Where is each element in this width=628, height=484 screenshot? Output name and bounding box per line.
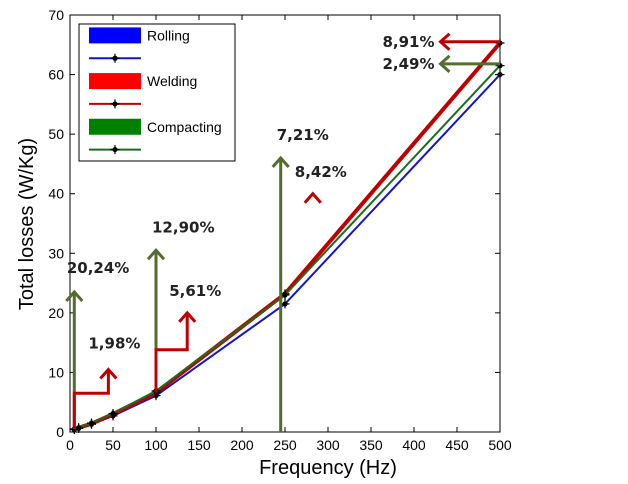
annotation-label: 8,42% (295, 163, 347, 181)
x-tick-label: 500 (488, 437, 512, 453)
annotation-842: 8,42% (295, 163, 347, 204)
annotations-layer: 20,24% 1,98% 12,90% 5,61% 7,21% 8,42% 8,91% 2,4… (65, 32, 500, 432)
annotation-label: 20,24% (67, 259, 129, 277)
annotation-label: 7,21% (277, 126, 329, 144)
axes-layer: 0 50 100 150 200 250 300 350 400 450 500 0 10 20 30 40 5… (48, 7, 511, 453)
y-tick-label: 40 (48, 186, 64, 202)
legend-swatch (89, 27, 141, 44)
annotation-label: 1,98% (88, 335, 140, 353)
x-axis-title: Frequency (Hz) (259, 457, 397, 479)
arrow-head (178, 310, 197, 323)
legend-swatch (89, 118, 141, 135)
legend-box (78, 23, 236, 162)
annotation-891: 8,91% (382, 32, 500, 51)
arrow-head (146, 248, 166, 261)
annotation-561: 5,61% (154, 282, 221, 393)
annotation-label: 5,61% (169, 282, 221, 300)
annotation-249: 2,49% (382, 54, 500, 73)
x-tick-label: 250 (273, 437, 297, 453)
x-tick-label: 100 (144, 437, 168, 453)
legend: Rolling Welding Compacting (78, 23, 236, 162)
arrow-head (65, 289, 84, 303)
annotation-label: 12,90% (152, 218, 214, 236)
arrow-shaft (154, 312, 189, 393)
annotation-label: 8,91% (382, 33, 434, 51)
arrow-head (271, 155, 290, 168)
annotation-721: 7,21% (271, 126, 329, 432)
x-tick-label: 200 (230, 437, 254, 453)
x-tick-label: 0 (66, 437, 74, 453)
x-tick-label: 400 (402, 437, 426, 453)
data-point-compacting (74, 423, 84, 433)
legend-label: Rolling (147, 27, 190, 43)
arrow-head (438, 54, 451, 73)
data-point-rolling (495, 70, 505, 80)
y-tick-label: 10 (48, 364, 64, 380)
y-tick-label: 30 (48, 245, 64, 261)
annotation-label: 2,49% (382, 55, 434, 73)
annotation-198: 1,98% (72, 335, 140, 430)
x-tick-label: 50 (105, 437, 121, 453)
y-tick-label: 0 (56, 424, 64, 440)
y-axis-title: Total losses (W/Kg) (16, 138, 38, 310)
y-tick-label: 60 (48, 67, 64, 83)
legend-label: Compacting (147, 119, 222, 135)
y-tick-label: 70 (48, 7, 64, 23)
data-point-compacting (108, 409, 118, 419)
legend-label: Welding (147, 73, 197, 89)
y-tick-label: 20 (48, 305, 64, 321)
data-point-compacting (87, 418, 96, 428)
data-point-rolling (280, 299, 290, 309)
x-tick-label: 350 (359, 437, 383, 453)
x-tick-label: 300 (316, 437, 340, 453)
legend-swatch (89, 73, 141, 90)
arrow-head (303, 191, 322, 204)
x-tick-label: 450 (445, 437, 469, 453)
y-tick-label: 50 (48, 126, 64, 142)
arrow-head (438, 32, 451, 51)
arrow-shaft (72, 369, 110, 430)
arrow-head (99, 367, 118, 380)
x-tick-label: 150 (187, 437, 211, 453)
